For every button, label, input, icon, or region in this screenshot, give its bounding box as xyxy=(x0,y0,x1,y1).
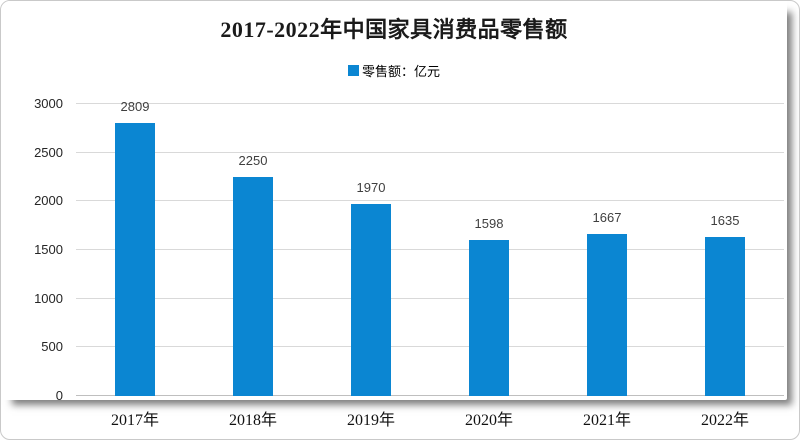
bar xyxy=(469,240,509,396)
bar xyxy=(705,237,745,396)
bar-value-label: 2250 xyxy=(238,153,268,168)
y-axis-tick-label: 2500 xyxy=(34,144,63,160)
bar xyxy=(233,177,273,396)
chart-panel: 2017-2022年中国家具消费品零售额 零售额：亿元 0 500 1000 1500… xyxy=(1,1,787,403)
x-axis-tick-label: 2017年 xyxy=(110,412,159,429)
plot-area: 2809 2250 1970 1598 1667 1635 xyxy=(76,99,784,396)
y-axis-tick-label: 500 xyxy=(41,339,63,355)
legend-label: 零售额：亿元 xyxy=(361,64,440,79)
bar xyxy=(115,123,155,396)
chart-title: 2017-2022年中国家具消费品零售额 xyxy=(220,17,568,42)
bar-value-label: 1598 xyxy=(474,216,504,231)
gridline xyxy=(76,346,784,348)
x-axis-tick-label: 2019年 xyxy=(346,412,395,429)
y-axis-tick-label: 1000 xyxy=(34,290,63,306)
y-axis-tick-label: 2000 xyxy=(34,193,63,209)
x-axis-tick-label: 2020年 xyxy=(464,412,513,429)
bar xyxy=(587,234,627,396)
gridline xyxy=(76,297,784,299)
x-axis-tick-label: 2022年 xyxy=(700,412,749,429)
y-axis: 0 500 1000 1500 2000 2500 3000 xyxy=(1,1,63,403)
bar xyxy=(351,204,391,396)
bar-value-label: 1667 xyxy=(592,210,622,225)
gridline xyxy=(76,249,784,250)
bar-value-label: 1635 xyxy=(710,213,740,228)
gridline xyxy=(76,200,784,202)
bar-value-label: 1970 xyxy=(356,180,386,195)
x-axis-tick-label: 2018年 xyxy=(228,412,277,429)
legend-swatch-icon xyxy=(347,65,359,76)
x-axis: 2017年 2018年 2019年 2020年 2021年 2022年 xyxy=(1,409,799,437)
gridline xyxy=(76,151,784,153)
legend: 零售额：亿元 xyxy=(1,61,787,80)
y-axis-tick-label: 1500 xyxy=(34,242,63,257)
x-axis-tick-label: 2021年 xyxy=(582,412,631,429)
y-axis-tick-label: 0 xyxy=(55,388,63,403)
gridline xyxy=(76,395,784,396)
gridline xyxy=(76,103,784,104)
y-axis-tick-label: 3000 xyxy=(34,96,63,111)
bar-value-label: 2809 xyxy=(120,99,150,114)
